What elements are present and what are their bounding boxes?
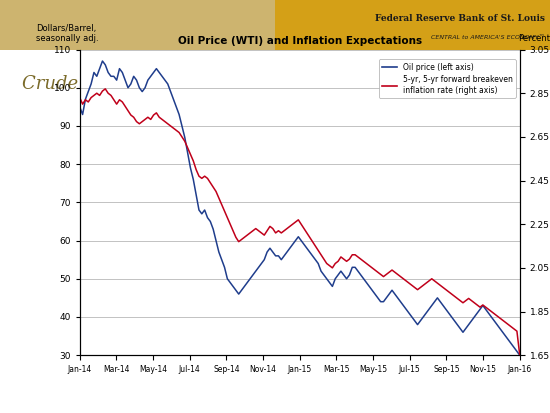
- Text: JAMES BULLARD: JAMES BULLARD: [11, 385, 120, 396]
- Text: CENTRAL to AMERICA'S ECONOMY™: CENTRAL to AMERICA'S ECONOMY™: [431, 35, 544, 40]
- Text: Percent: Percent: [519, 34, 550, 43]
- FancyBboxPatch shape: [0, 0, 550, 50]
- FancyBboxPatch shape: [0, 0, 275, 50]
- Text: Source: Energy Information Administration and Federal Reserve Board. Last observ: Source: Energy Information Administratio…: [165, 386, 548, 394]
- Text: Dollars/Barrel,
seasonally adj.: Dollars/Barrel, seasonally adj.: [36, 24, 98, 43]
- Text: Federal Reserve Bank of St. Louis: Federal Reserve Bank of St. Louis: [375, 14, 544, 23]
- Legend: Oil price (left axis), 5-yr, 5-yr forward breakeven
inflation rate (right axis): Oil price (left axis), 5-yr, 5-yr forwar…: [378, 59, 516, 98]
- Title: Oil Price (WTI) and Inflation Expectations: Oil Price (WTI) and Inflation Expectatio…: [178, 36, 422, 46]
- Text: Crude oil price and expected inflation: Crude oil price and expected inflation: [22, 75, 368, 93]
